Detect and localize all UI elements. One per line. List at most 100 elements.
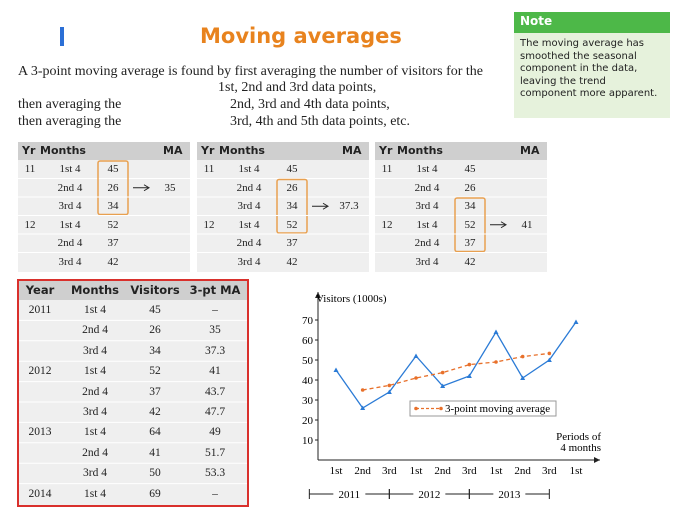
- intro-text: 3rd, 4th and 5th data points, etc.: [230, 114, 411, 129]
- table-cell: 45: [286, 163, 298, 175]
- y-tick-label: 30: [302, 395, 314, 407]
- legend-box: [409, 400, 557, 417]
- table-cell: –: [212, 487, 218, 500]
- point: [467, 362, 472, 367]
- table-cell: 1st 4: [83, 304, 107, 316]
- table-cell: 1st 4: [416, 218, 438, 231]
- table-cell: 37: [107, 237, 119, 249]
- table-cell: 26: [464, 181, 476, 194]
- table-cell: 34: [107, 200, 119, 212]
- y-tick-label: 10: [302, 435, 314, 447]
- table-cell: 1st 4: [83, 365, 107, 378]
- header-cell: Year: [25, 283, 55, 297]
- table-cell: 2014: [28, 487, 52, 500]
- series-line: [362, 352, 550, 391]
- legend-swatch: [439, 406, 443, 411]
- axis-arrow: [315, 292, 321, 298]
- table-cell: 3rd 4: [83, 344, 107, 357]
- table-cell: 3rd 4: [415, 200, 439, 212]
- y-tick-label: 70: [302, 315, 314, 327]
- point: [440, 370, 445, 375]
- header-cell: Months: [40, 144, 86, 157]
- legend-swatch: [414, 406, 418, 411]
- table-cell: 42: [107, 255, 119, 268]
- y-axis-label: Visitors (1000s): [316, 293, 387, 305]
- table-cell: 26: [286, 181, 298, 194]
- table-cell: 12: [24, 218, 36, 231]
- header-cell: MA: [342, 144, 362, 157]
- table-header: [18, 280, 249, 300]
- x-tick-label: 3rd: [382, 465, 397, 477]
- table-cell: 11: [203, 163, 215, 175]
- table-cell: 42: [149, 406, 161, 418]
- table-cell: 42: [286, 255, 298, 268]
- table-cell: 64: [149, 426, 161, 439]
- table-cell: 1st 4: [83, 426, 107, 439]
- table-cell: 2nd 4: [82, 324, 108, 337]
- table-cell: 34: [149, 344, 161, 357]
- point: [360, 405, 366, 410]
- arrow-head: [500, 221, 507, 229]
- arrow-head: [143, 184, 150, 192]
- note-body: The moving average has smoothed the seas…: [520, 38, 658, 99]
- arrow-head: [322, 202, 329, 210]
- year-label: 2013: [498, 489, 521, 501]
- note-box: Note The moving average has smoothed the…: [514, 12, 670, 118]
- table-cell: 1st 4: [416, 163, 438, 175]
- header-cell: Months: [219, 144, 265, 157]
- table-cell: 2nd 4: [236, 181, 262, 194]
- x-tick-label: 1st: [570, 465, 583, 477]
- intro-text: then averaging the: [18, 114, 122, 129]
- table-cell: 2012: [28, 365, 52, 378]
- table-cell: 50: [149, 467, 161, 480]
- point: [466, 373, 472, 378]
- table-cell: 37: [464, 237, 476, 249]
- header-cell: Yr: [22, 144, 36, 157]
- table-cell: 2nd 4: [82, 446, 108, 459]
- y-tick-label: 20: [302, 415, 314, 427]
- legend-label: 3-point moving average: [445, 403, 550, 415]
- table-cell: 53.3: [204, 467, 226, 480]
- table-header: [197, 142, 369, 160]
- year-label: 2012: [418, 489, 440, 501]
- y-tick-label: 40: [302, 375, 314, 387]
- point: [414, 376, 418, 380]
- table-cell: 1st 4: [59, 163, 81, 175]
- table-cell: 52: [464, 218, 476, 231]
- header-cell: Visitors: [130, 283, 180, 297]
- table-cell: –: [212, 304, 218, 316]
- point: [413, 353, 419, 358]
- x-tick-label: 1st: [330, 465, 343, 477]
- table-cell: 45: [464, 163, 476, 175]
- header-cell: Months: [397, 144, 443, 157]
- table-header: [375, 142, 547, 160]
- table-cell: 11: [24, 163, 36, 175]
- header-cell: MA: [520, 144, 540, 157]
- table-cell: 35: [164, 181, 176, 194]
- table-cell: 12: [203, 218, 215, 231]
- table-cell: 2011: [28, 304, 52, 316]
- table-cell: 49: [209, 426, 221, 439]
- highlight-box: [454, 197, 486, 253]
- table-cell: 2nd 4: [236, 237, 262, 249]
- table-cell: 3rd 4: [415, 255, 439, 268]
- table-cell: 1st 4: [83, 487, 107, 500]
- table-cell: 52: [286, 218, 298, 231]
- table-cell: 3rd 4: [237, 200, 261, 212]
- highlight-box: [97, 160, 129, 216]
- table-cell: 37.3: [204, 344, 226, 357]
- table-cell: 1st 4: [59, 218, 81, 231]
- table-cell: 2nd 4: [82, 385, 108, 398]
- table-cell: 34: [464, 200, 476, 212]
- point: [546, 357, 552, 362]
- table-cell: 26: [107, 181, 119, 194]
- note-title: Note: [514, 12, 670, 33]
- point: [360, 388, 365, 392]
- table-cell: 52: [149, 365, 161, 378]
- table-cell: 34: [286, 200, 298, 212]
- table-cell: 51.7: [204, 446, 226, 459]
- header-cell: Months: [70, 283, 120, 297]
- x-tick-label: 2nd: [514, 465, 531, 477]
- header-cell: Yr: [201, 144, 215, 157]
